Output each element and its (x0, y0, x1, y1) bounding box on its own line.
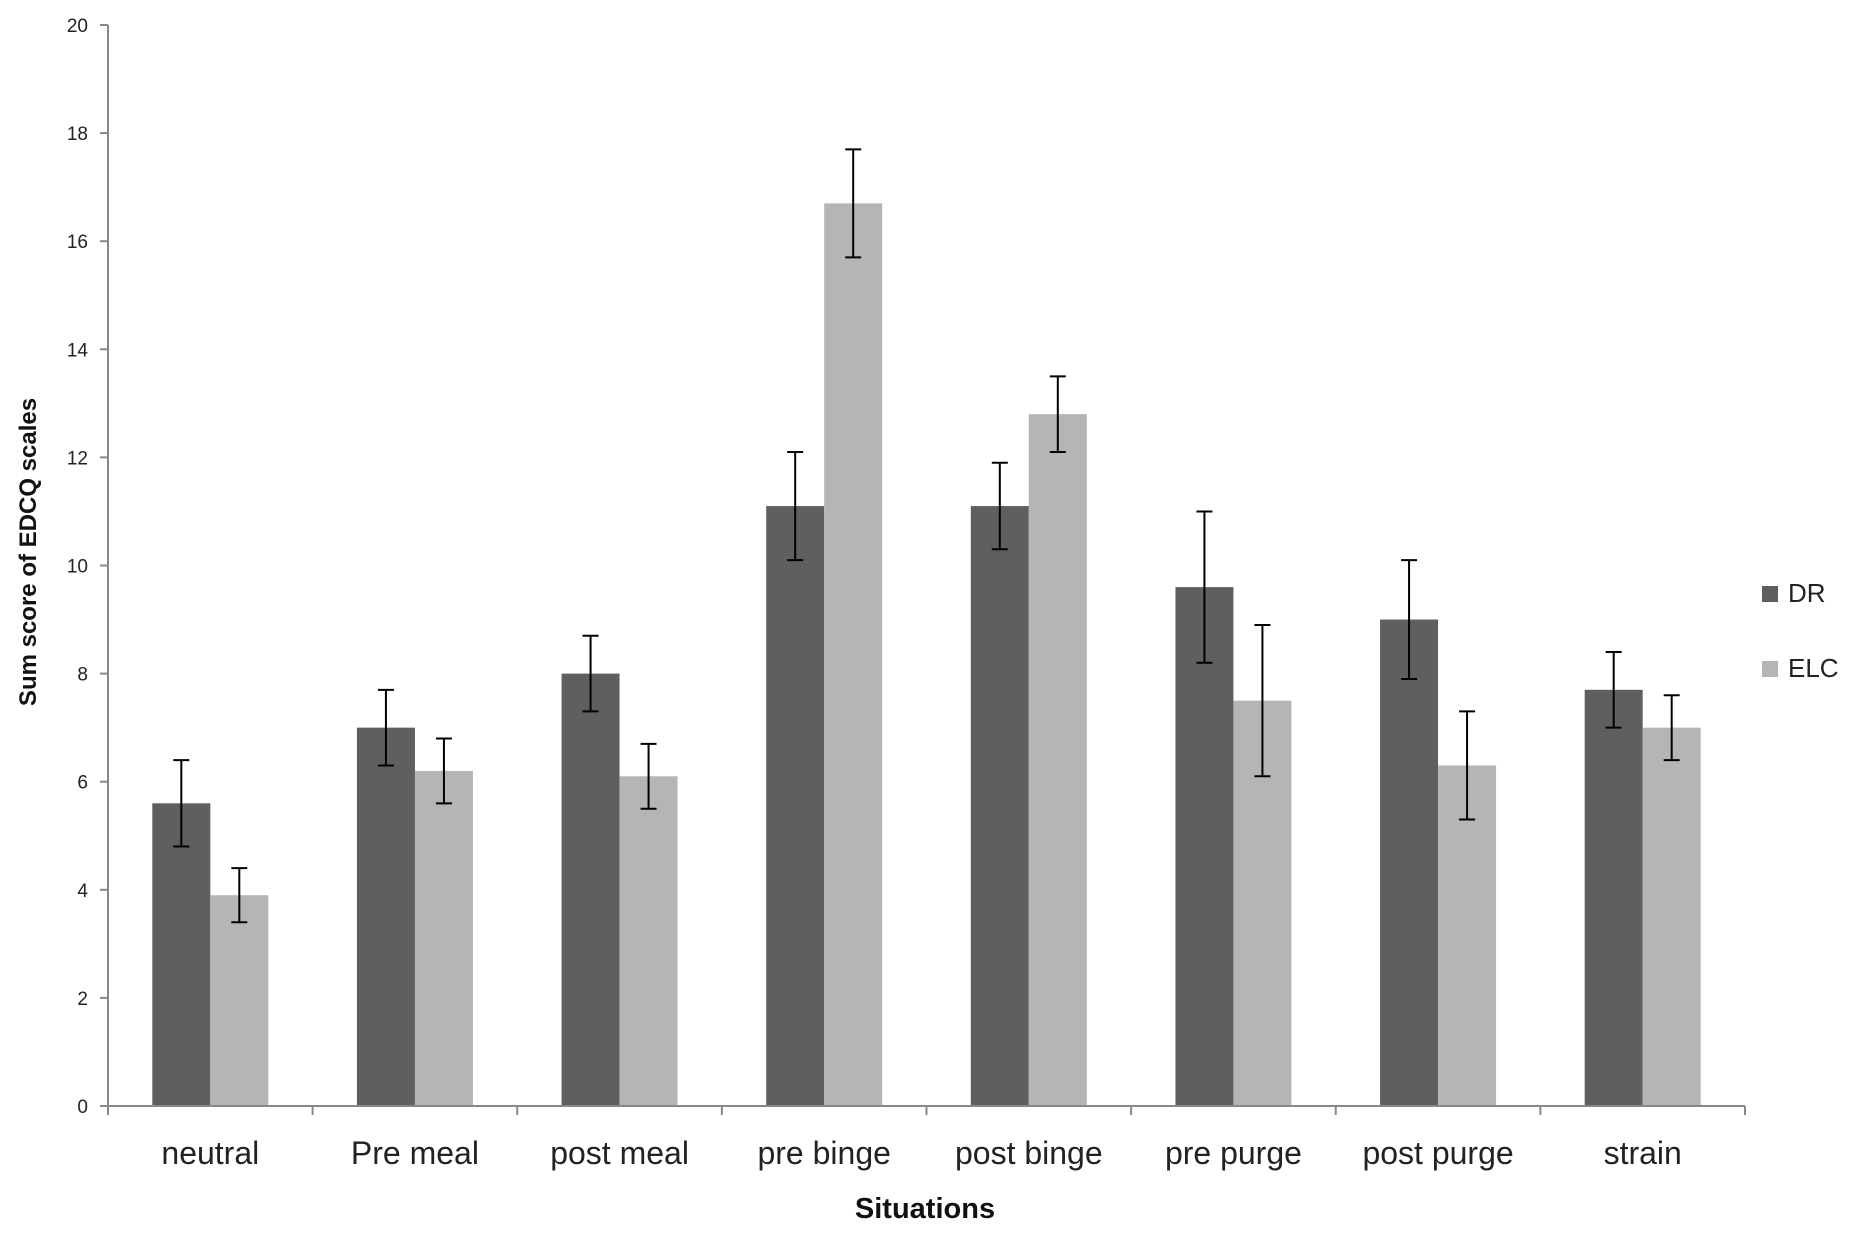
x-tick-label: neutral (161, 1135, 259, 1171)
y-axis-title: Sum score of EDCQ scales (15, 398, 42, 706)
y-tick-label: 6 (77, 773, 88, 794)
error-bar (231, 867, 248, 924)
x-tick-label: strain (1604, 1135, 1682, 1171)
x-tick-label: post purge (1362, 1135, 1513, 1171)
bar-dr-pre-purge (1175, 587, 1234, 1106)
legend-swatch-elc (1762, 661, 1778, 677)
error-bar (1196, 510, 1213, 664)
legend-label-dr: DR (1788, 578, 1826, 608)
y-tick-label: 14 (67, 340, 89, 361)
y-ticks: 0 2 4 6 8 10 12 14 16 18 20 (67, 16, 108, 1118)
axes (107, 25, 1745, 1107)
bar-elc-post-meal (619, 776, 678, 1106)
bar-elc-post-purge (1438, 765, 1497, 1106)
error-bar (377, 688, 394, 767)
bar-elc-pre-binge (824, 203, 883, 1107)
error-bars-layer (173, 148, 1680, 924)
error-bar (1049, 375, 1066, 453)
y-tick-label: 0 (77, 1097, 88, 1118)
bar-dr-post-meal (561, 673, 620, 1106)
y-tick-label: 4 (77, 881, 88, 902)
y-tick-label: 12 (67, 448, 88, 469)
x-tick-label: post binge (955, 1135, 1103, 1171)
bar-dr-post-purge (1380, 619, 1439, 1106)
error-bar (1401, 559, 1418, 681)
error-bar (582, 634, 599, 713)
error-bar (640, 742, 657, 810)
y-tick-label: 10 (67, 557, 88, 578)
bar-elc-strain (1642, 727, 1701, 1106)
error-bar (845, 148, 862, 259)
y-tick-label: 8 (77, 665, 88, 686)
x-tick-label: pre purge (1165, 1135, 1302, 1171)
x-ticks: neutral Pre meal post meal pre binge post bi… (107, 1106, 1746, 1171)
bar-dr-post-binge (970, 506, 1029, 1106)
bar-elc-neutral (210, 895, 269, 1106)
bar-elc-post-binge (1028, 414, 1087, 1106)
x-tick-label: pre binge (757, 1135, 890, 1171)
y-tick-label: 16 (67, 232, 88, 253)
error-bar (435, 737, 452, 805)
x-tick-label: post meal (550, 1135, 689, 1171)
bar-elc-pre-meal (414, 770, 473, 1106)
error-bar (1663, 694, 1680, 762)
error-bar (991, 461, 1008, 551)
error-bar (1254, 623, 1271, 778)
bar-dr-pre-meal (356, 727, 415, 1106)
legend-label-elc: ELC (1788, 653, 1839, 683)
bars-layer (152, 203, 1701, 1107)
x-axis-title: Situations (855, 1193, 995, 1225)
bar-dr-pre-binge (766, 506, 825, 1106)
legend-swatch-dr (1762, 586, 1778, 602)
error-bar (787, 450, 804, 562)
x-tick-label: Pre meal (351, 1135, 479, 1171)
bar-dr-strain (1584, 689, 1643, 1106)
y-tick-label: 2 (77, 989, 88, 1010)
y-tick-label: 20 (67, 16, 88, 37)
legend: DR ELC (1762, 578, 1839, 683)
error-bar (1459, 710, 1476, 821)
error-bar (1605, 650, 1622, 729)
y-tick-label: 18 (67, 124, 88, 145)
bar-dr-neutral (152, 803, 211, 1106)
error-bar (173, 759, 190, 848)
